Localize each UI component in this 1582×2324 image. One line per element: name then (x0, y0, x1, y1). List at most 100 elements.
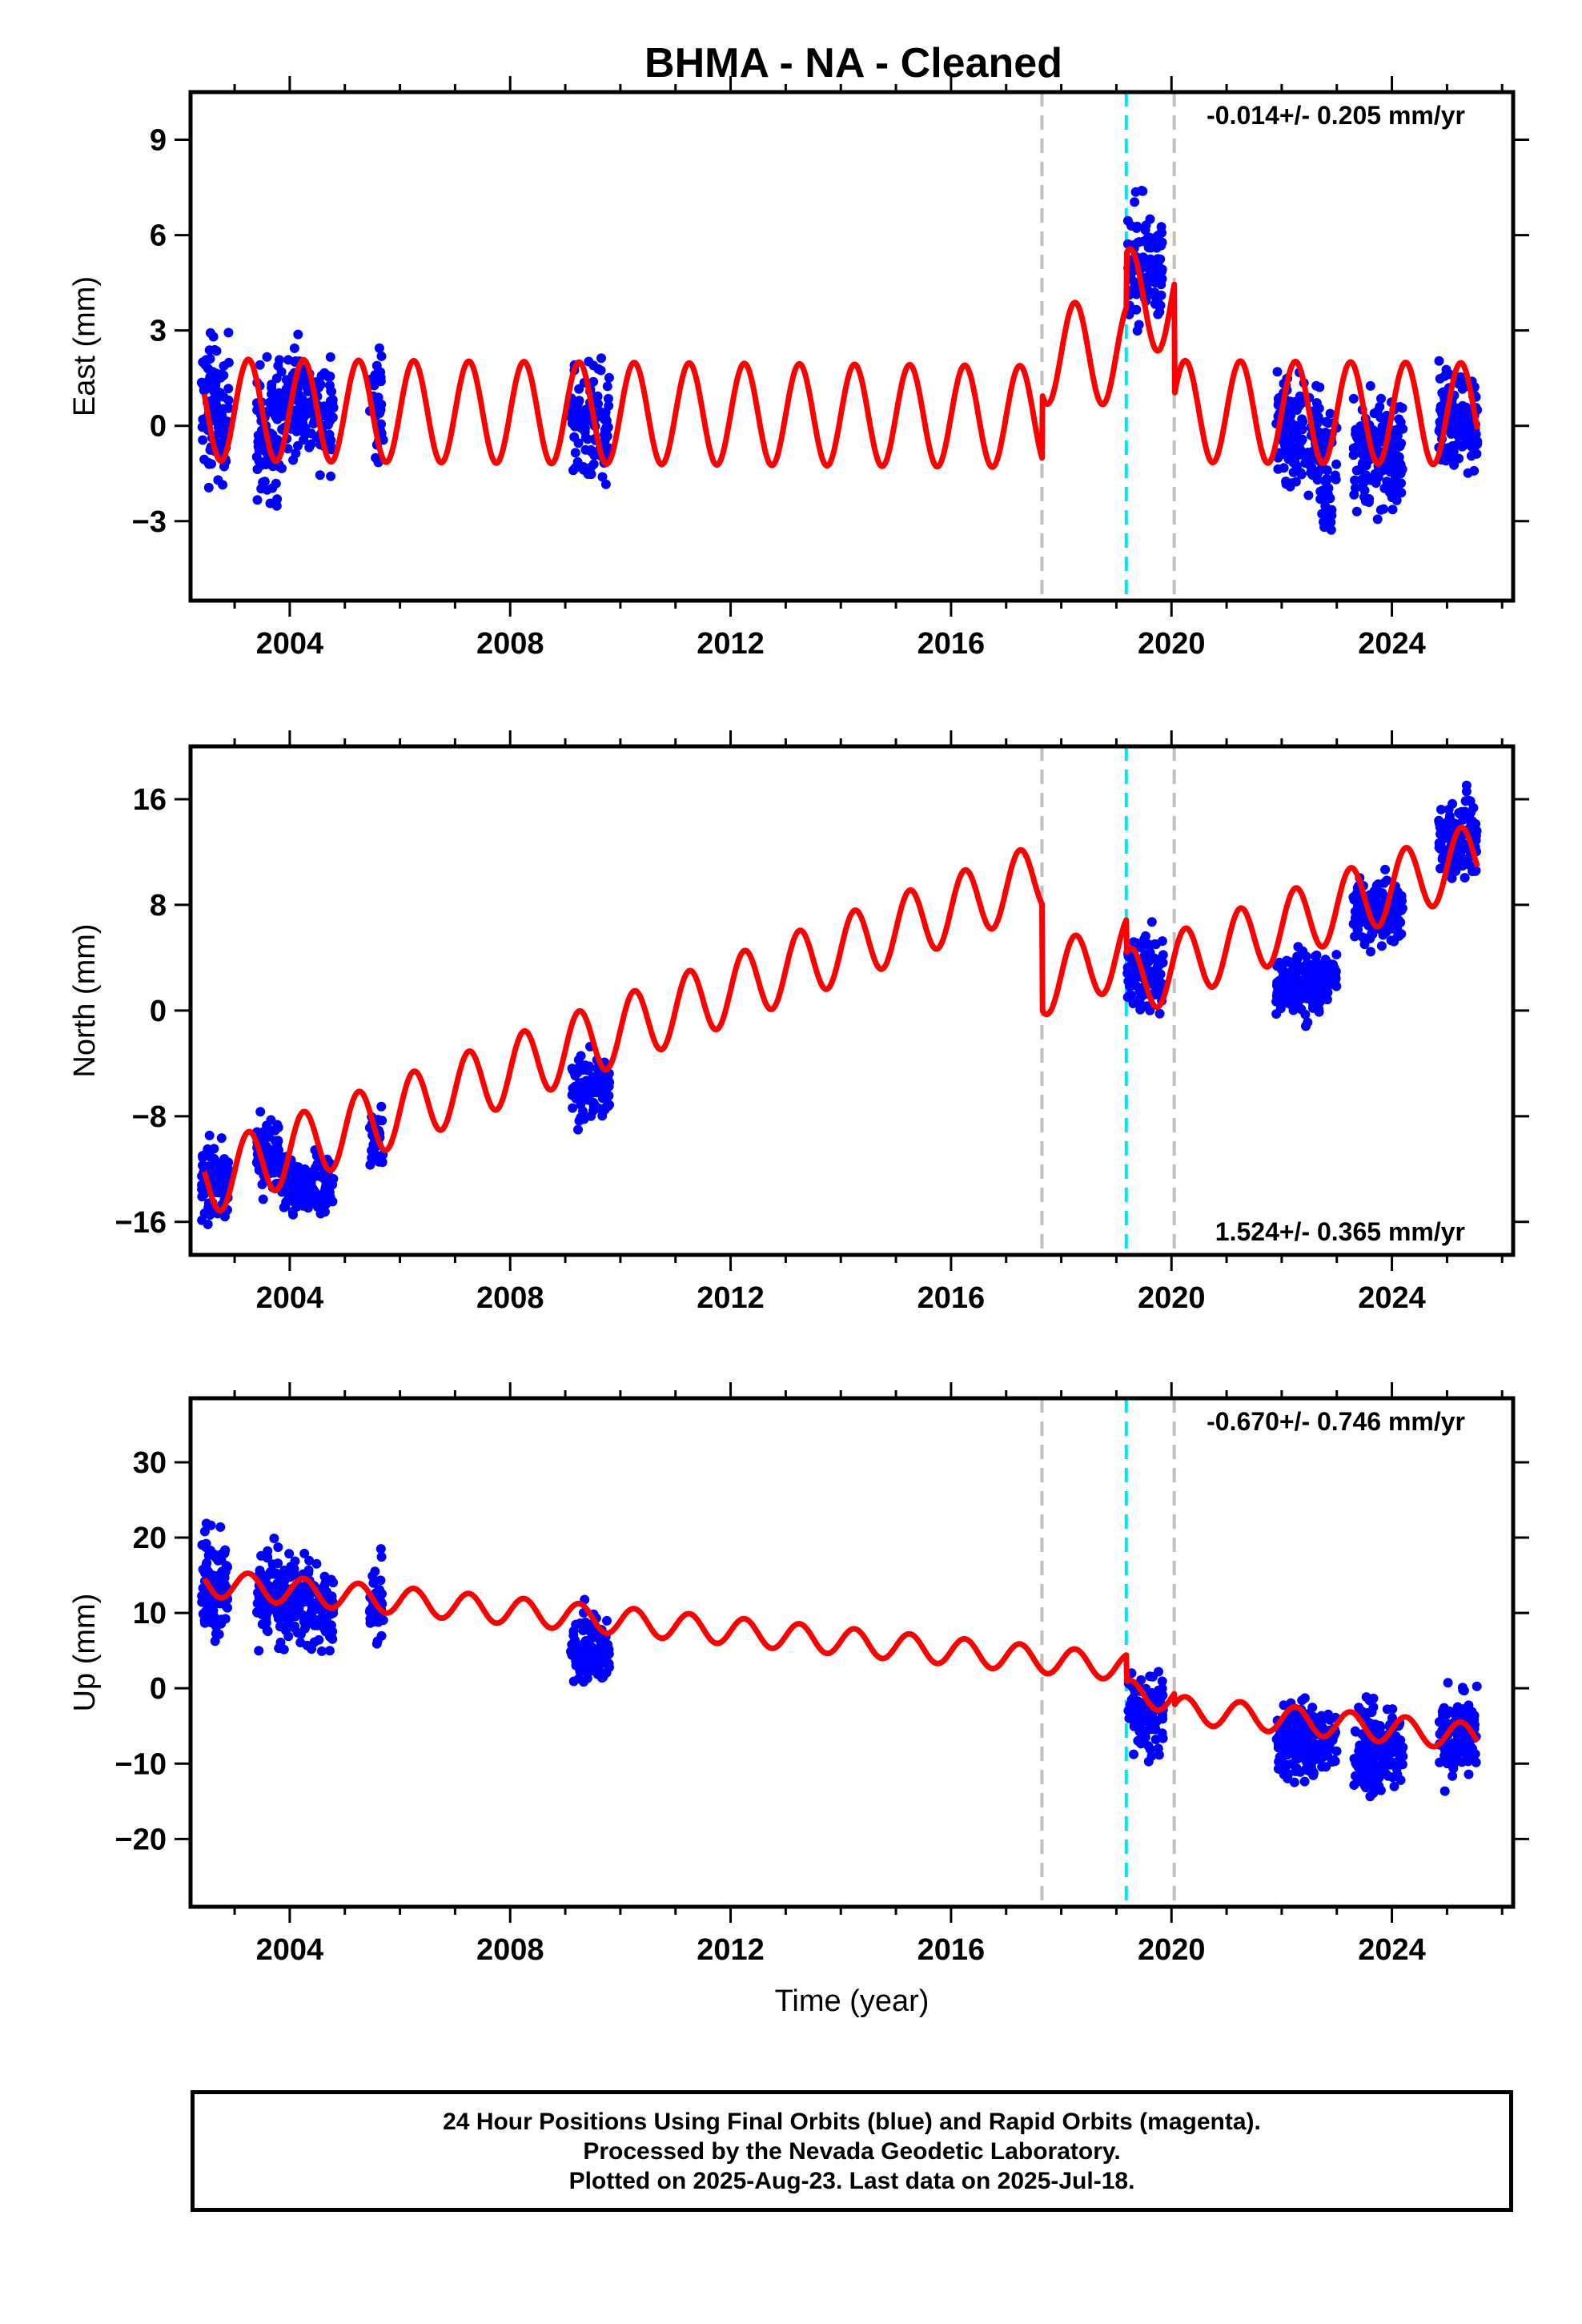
data-point (327, 1591, 337, 1602)
data-point (377, 1116, 387, 1126)
data-point (1363, 497, 1374, 507)
data-point (1307, 996, 1318, 1007)
data-point (289, 1564, 299, 1574)
data-point (326, 471, 336, 481)
data-point (603, 1639, 613, 1650)
velocity-label: -0.014+/- 0.205 mm/yr (1207, 101, 1465, 130)
x-tick-label: 2008 (476, 1933, 544, 1967)
data-point (575, 1618, 585, 1628)
x-tick-label: 2020 (1138, 1933, 1206, 1967)
data-point (273, 1558, 283, 1569)
data-point (313, 1604, 323, 1614)
data-point (581, 1076, 592, 1086)
y-tick-label: −10 (115, 1747, 167, 1781)
data-point (1293, 942, 1303, 952)
data-point (584, 1626, 594, 1636)
data-point (1139, 253, 1150, 263)
data-point (1278, 1766, 1288, 1776)
data-point (1372, 514, 1383, 525)
data-point (197, 1540, 207, 1550)
data-point (604, 372, 614, 383)
data-point (197, 1215, 207, 1225)
data-point (1443, 443, 1453, 453)
data-point (1379, 878, 1389, 888)
data-point (1434, 356, 1444, 366)
data-point (1320, 501, 1331, 511)
data-point (1134, 320, 1144, 330)
data-point (300, 429, 311, 440)
data-point (589, 450, 600, 460)
x-tick-label: 2008 (476, 1281, 544, 1315)
data-point (375, 1544, 386, 1554)
data-point (603, 393, 613, 404)
data-point (1288, 1759, 1298, 1769)
data-point (367, 1571, 378, 1581)
footer-box: 24 Hour Positions Using Final Orbits (bl… (191, 2090, 1513, 2212)
data-point (1290, 453, 1300, 464)
data-point (284, 1549, 295, 1559)
data-point (1391, 424, 1402, 435)
data-point (1288, 1748, 1299, 1759)
data-points-up (197, 1518, 1482, 1802)
data-point (281, 384, 291, 394)
data-point (1311, 950, 1322, 960)
data-point (325, 352, 335, 362)
data-point (597, 472, 608, 482)
data-point (279, 1644, 289, 1655)
data-point (1366, 475, 1376, 485)
data-point (568, 465, 578, 476)
data-point (1154, 276, 1165, 287)
data-point (1137, 186, 1146, 195)
data-point (1145, 214, 1155, 224)
data-point (568, 1630, 579, 1641)
y-tick-label: −20 (115, 1823, 167, 1856)
data-point (1321, 416, 1331, 427)
data-point (568, 1676, 579, 1687)
data-point (1281, 426, 1291, 436)
data-point (262, 352, 272, 362)
data-point (223, 357, 234, 368)
data-point (1285, 971, 1295, 981)
data-point (254, 1646, 264, 1656)
data-point (218, 1572, 228, 1582)
data-point (198, 1152, 208, 1163)
data-point (1129, 1749, 1138, 1759)
data-point (1452, 439, 1463, 449)
data-point (263, 1626, 273, 1636)
data-point (275, 1622, 285, 1632)
data-point (1454, 453, 1464, 464)
data-point (574, 384, 584, 394)
data-point (1443, 1678, 1453, 1688)
data-point (198, 1594, 208, 1605)
data-point (1387, 454, 1398, 464)
data-point (319, 1571, 330, 1582)
data-point (1281, 479, 1291, 489)
data-point (312, 1159, 323, 1169)
data-point (1154, 1696, 1164, 1707)
data-point (571, 1656, 581, 1667)
data-point (1472, 1681, 1482, 1691)
panel-north: 2004 2008 2012 2016 2020 2024 −16 −8 0 8 16 North (… (68, 730, 1529, 1315)
data-point (266, 1115, 276, 1125)
data-point (598, 1074, 608, 1084)
data-point (197, 1184, 207, 1194)
data-point (255, 1568, 266, 1578)
data-point (1383, 1771, 1393, 1781)
data-point (203, 482, 214, 493)
data-point (375, 1585, 384, 1595)
data-point (213, 475, 223, 485)
y-tick-label: 6 (150, 219, 167, 253)
x-tick-label: 2012 (697, 1933, 765, 1967)
data-point (321, 1199, 331, 1209)
y-tick-label: 0 (150, 995, 167, 1028)
data-point (1331, 459, 1342, 469)
velocity-label: -0.670+/- 0.746 mm/yr (1207, 1407, 1465, 1436)
data-point (1460, 873, 1470, 883)
data-point (600, 479, 611, 489)
data-point (1297, 1695, 1307, 1706)
data-point (1134, 995, 1145, 1005)
data-point (303, 1565, 314, 1575)
data-point (1380, 864, 1391, 875)
data-point (221, 1561, 231, 1570)
